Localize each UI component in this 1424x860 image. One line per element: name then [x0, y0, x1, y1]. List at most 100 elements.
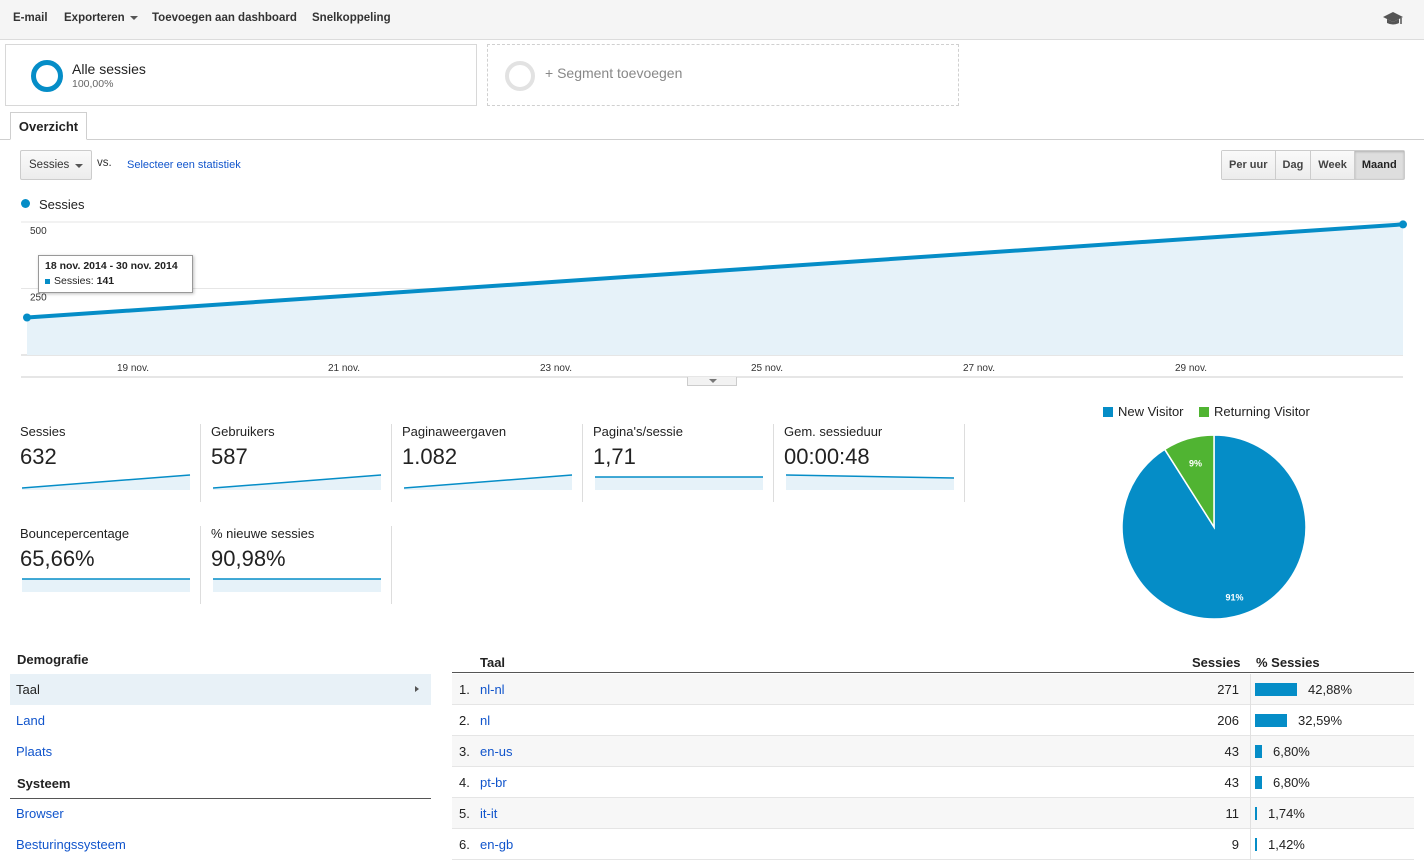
pct-value: 1,74%: [1268, 806, 1305, 821]
language-link[interactable]: it-it: [480, 806, 498, 821]
period-button-maand[interactable]: Maand: [1354, 151, 1404, 179]
chevron-down-icon: [129, 15, 138, 20]
metric-tile-5[interactable]: Bouncepercentage 65,66%: [20, 526, 210, 604]
segment-all-sessions[interactable]: Alle sessies 100,00%: [5, 44, 477, 106]
data-point[interactable]: [23, 313, 31, 322]
metric-select[interactable]: Sessies: [20, 150, 92, 180]
pct-value: 1,42%: [1268, 837, 1305, 852]
metric-value: 587: [211, 444, 248, 469]
metric-tile-0[interactable]: Sessies 632: [20, 424, 210, 502]
export-menu[interactable]: Exporteren: [64, 12, 138, 24]
legend-swatch: [1103, 407, 1113, 417]
nav-item-operating-system[interactable]: Besturingssysteem: [16, 837, 126, 852]
col-header-sessions[interactable]: Sessies: [1192, 655, 1241, 670]
tab-overview[interactable]: Overzicht: [10, 112, 87, 140]
pie-slice-label: 91%: [1226, 593, 1244, 603]
report-toolbar: E-mail Exporteren Toevoegen aan dashboar…: [0, 0, 1424, 40]
language-link[interactable]: nl: [480, 713, 491, 728]
pct-value: 32,59%: [1298, 713, 1343, 728]
chart-tooltip: 18 nov. 2014 - 30 nov. 2014 Sessies: 141: [38, 255, 193, 293]
metric-tile-2[interactable]: Paginaweergaven 1.082: [402, 424, 592, 502]
metric-select-label: Sessies: [29, 159, 70, 171]
chevron-down-icon: [709, 379, 717, 383]
language-link[interactable]: nl-nl: [480, 682, 505, 697]
series-legend-dot: [21, 199, 30, 208]
metric-tile-3[interactable]: Pagina's/sessie 1,71: [593, 424, 783, 502]
metric-tile-6[interactable]: % nieuwe sessies 90,98%: [211, 526, 401, 604]
row-index: 2.: [459, 713, 470, 728]
metric-value: 65,66%: [20, 546, 95, 571]
metric-value: 00:00:48: [784, 444, 870, 469]
col-header-pct-sessions[interactable]: % Sessies: [1256, 655, 1320, 670]
language-link[interactable]: pt-br: [480, 775, 507, 790]
nav-item-language[interactable]: Taal: [10, 674, 431, 705]
nav-heading-demographics: Demografie: [10, 652, 431, 675]
data-point[interactable]: [1399, 220, 1407, 229]
nav-item-browser[interactable]: Browser: [16, 806, 64, 821]
pct-value: 42,88%: [1308, 682, 1353, 697]
sessions-value: 43: [1224, 775, 1239, 790]
metric-label: % nieuwe sessies: [211, 526, 315, 541]
period-button-per-uur[interactable]: Per uur: [1222, 151, 1276, 179]
nav-item-city[interactable]: Plaats: [16, 744, 53, 759]
sparkline-area: [22, 579, 190, 592]
table-row: 1. nl-nl 271 42,88%: [452, 674, 1414, 705]
sparkline-area: [786, 475, 954, 490]
sessions-value: 43: [1224, 744, 1239, 759]
column-separator: [1250, 705, 1251, 736]
metric-label: Sessies: [20, 424, 66, 439]
tile-separator: [773, 424, 774, 502]
select-metric-link[interactable]: Selecteer een statistiek: [127, 159, 241, 171]
period-button-week[interactable]: Week: [1311, 151, 1355, 179]
series-area: [27, 224, 1403, 355]
sparkline-line: [213, 474, 382, 489]
pie-legend-new-visitor: New Visitor: [1103, 404, 1184, 419]
table-row: 3. en-us 43 6,80%: [452, 736, 1414, 767]
metric-tile-4[interactable]: Gem. sessieduur 00:00:48: [784, 424, 974, 502]
row-index: 6.: [459, 837, 470, 852]
sessions-value: 9: [1231, 837, 1239, 852]
graduation-cap-icon[interactable]: [1382, 10, 1404, 28]
period-button-dag[interactable]: Dag: [1275, 151, 1312, 179]
metric-sparkline: [22, 578, 190, 592]
tile-separator: [200, 424, 201, 502]
legend-label: Returning Visitor: [1214, 404, 1310, 419]
table-row: 2. nl 206 32,59%: [452, 705, 1414, 736]
language-link[interactable]: en-us: [480, 744, 513, 759]
column-separator: [1250, 736, 1251, 767]
col-header-language[interactable]: Taal: [480, 655, 506, 670]
tile-separator: [200, 526, 201, 604]
metric-sparkline: [595, 476, 763, 490]
metric-label: Gebruikers: [211, 424, 275, 439]
metric-value: 90,98%: [211, 546, 286, 571]
export-label: Exporteren: [64, 12, 125, 24]
shortcut-button[interactable]: Snelkoppeling: [312, 12, 391, 24]
series-color-square: [45, 278, 50, 284]
x-tick-label: 27 nov.: [963, 363, 995, 374]
add-segment-label: + Segment toevoegen: [545, 65, 683, 81]
row-index: 3.: [459, 744, 470, 759]
legend-label: New Visitor: [1118, 404, 1184, 419]
collapse-chart-toggle[interactable]: [687, 377, 737, 386]
add-to-dashboard-button[interactable]: Toevoegen aan dashboard: [152, 12, 297, 24]
add-segment-box[interactable]: + Segment toevoegen: [487, 44, 959, 106]
row-index: 1.: [459, 682, 470, 697]
metric-value: 1,71: [593, 444, 636, 469]
y-tick-label: 250: [30, 293, 47, 304]
sessions-line-chart: 500 250 19 nov. 21 nov. 23 nov. 25 nov. 27 nov…: [21, 220, 1407, 378]
chevron-down-icon: [75, 164, 83, 168]
language-link[interactable]: en-gb: [480, 837, 514, 852]
tile-separator: [391, 424, 392, 502]
share-bar: [1255, 807, 1257, 820]
legend-swatch: [1199, 407, 1209, 417]
metric-label: Bouncepercentage: [20, 526, 130, 541]
x-tick-label: 29 nov.: [1175, 363, 1207, 374]
empty-segment-ring-icon: [505, 61, 535, 91]
email-button[interactable]: E-mail: [13, 12, 48, 24]
pie-slice-returning-visitor[interactable]: [1163, 434, 1215, 530]
column-separator: [1250, 829, 1251, 860]
tooltip-value-line: Sessies: 141: [45, 275, 186, 287]
nav-item-country[interactable]: Land: [16, 713, 45, 728]
metric-tile-1[interactable]: Gebruikers 587: [211, 424, 401, 502]
metric-label: Pagina's/sessie: [593, 424, 683, 439]
